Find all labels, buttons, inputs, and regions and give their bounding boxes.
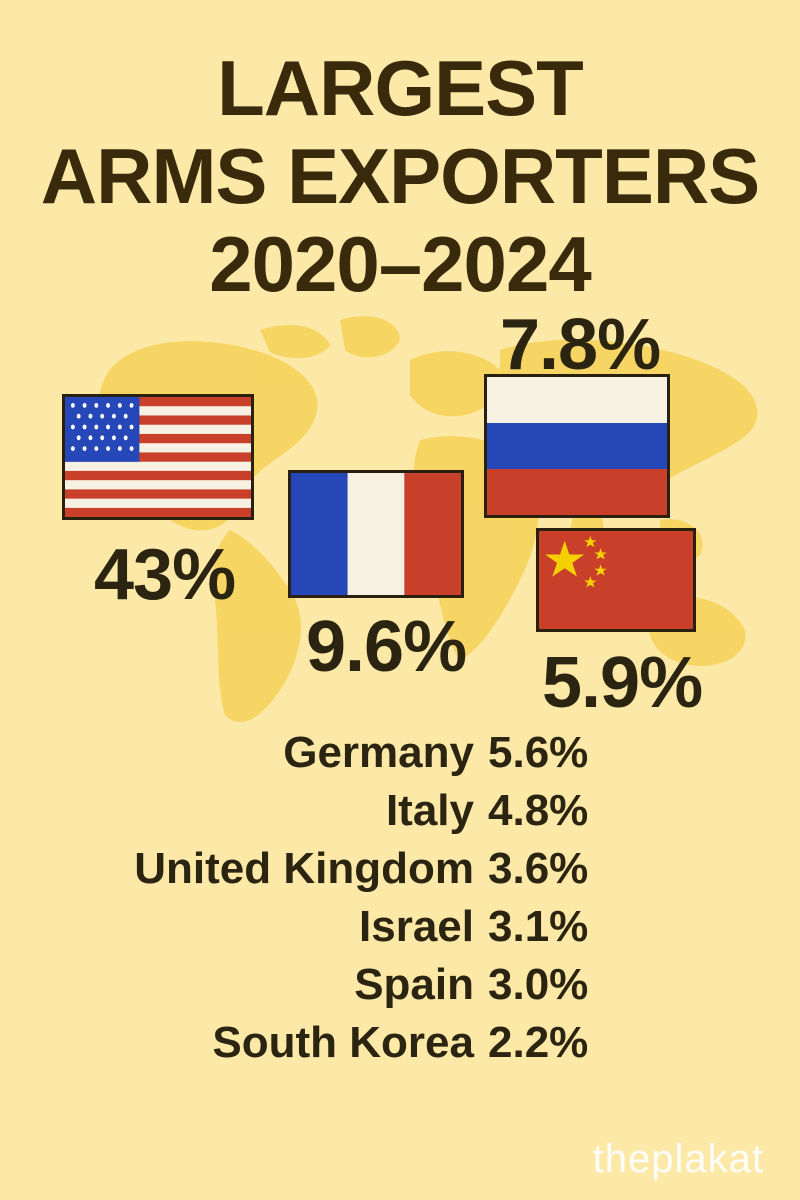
france-flag-icon	[288, 470, 464, 598]
list-item: Israel 3.1%	[100, 898, 612, 956]
russia-share-label: 7.8%	[500, 305, 661, 385]
list-item: Italy 4.8%	[100, 782, 612, 840]
china-flag-icon	[536, 528, 696, 632]
title-line-1: LARGEST	[217, 44, 584, 132]
list-item: South Korea 2.2%	[100, 1014, 612, 1072]
exporters-list: Germany 5.6% Italy 4.8% United Kingdom 3…	[100, 724, 612, 1072]
list-item-name: United Kingdom	[134, 844, 474, 893]
list-item-value: 3.0%	[488, 960, 589, 1009]
list-item-value: 4.8%	[488, 786, 589, 835]
list-item-value: 3.1%	[488, 902, 589, 951]
title-line-3: 2020–2024	[209, 220, 591, 308]
us-flag-icon	[62, 394, 254, 520]
list-item: Spain 3.0%	[100, 956, 612, 1014]
brand-logo: theplakat	[592, 1137, 764, 1181]
list-item-value: 2.2%	[488, 1018, 589, 1067]
list-item-name: Spain	[354, 960, 474, 1009]
list-item-value: 5.6%	[488, 728, 589, 777]
list-item-name: Israel	[359, 902, 474, 951]
list-item-name: South Korea	[212, 1018, 474, 1067]
russia-flag-icon	[484, 374, 670, 518]
list-item-name: Germany	[283, 728, 474, 777]
france-share-label: 9.6%	[306, 607, 467, 687]
list-item: Germany 5.6%	[100, 724, 612, 782]
list-item-value: 3.6%	[488, 844, 589, 893]
page-title: LARGEST ARMS EXPORTERS 2020–2024	[0, 44, 800, 308]
china-share-label: 5.9%	[542, 643, 703, 723]
list-item-name: Italy	[385, 786, 474, 835]
us-share-label: 43%	[94, 535, 236, 615]
title-line-2: ARMS EXPORTERS	[40, 132, 760, 220]
list-item: United Kingdom 3.6%	[100, 840, 612, 898]
